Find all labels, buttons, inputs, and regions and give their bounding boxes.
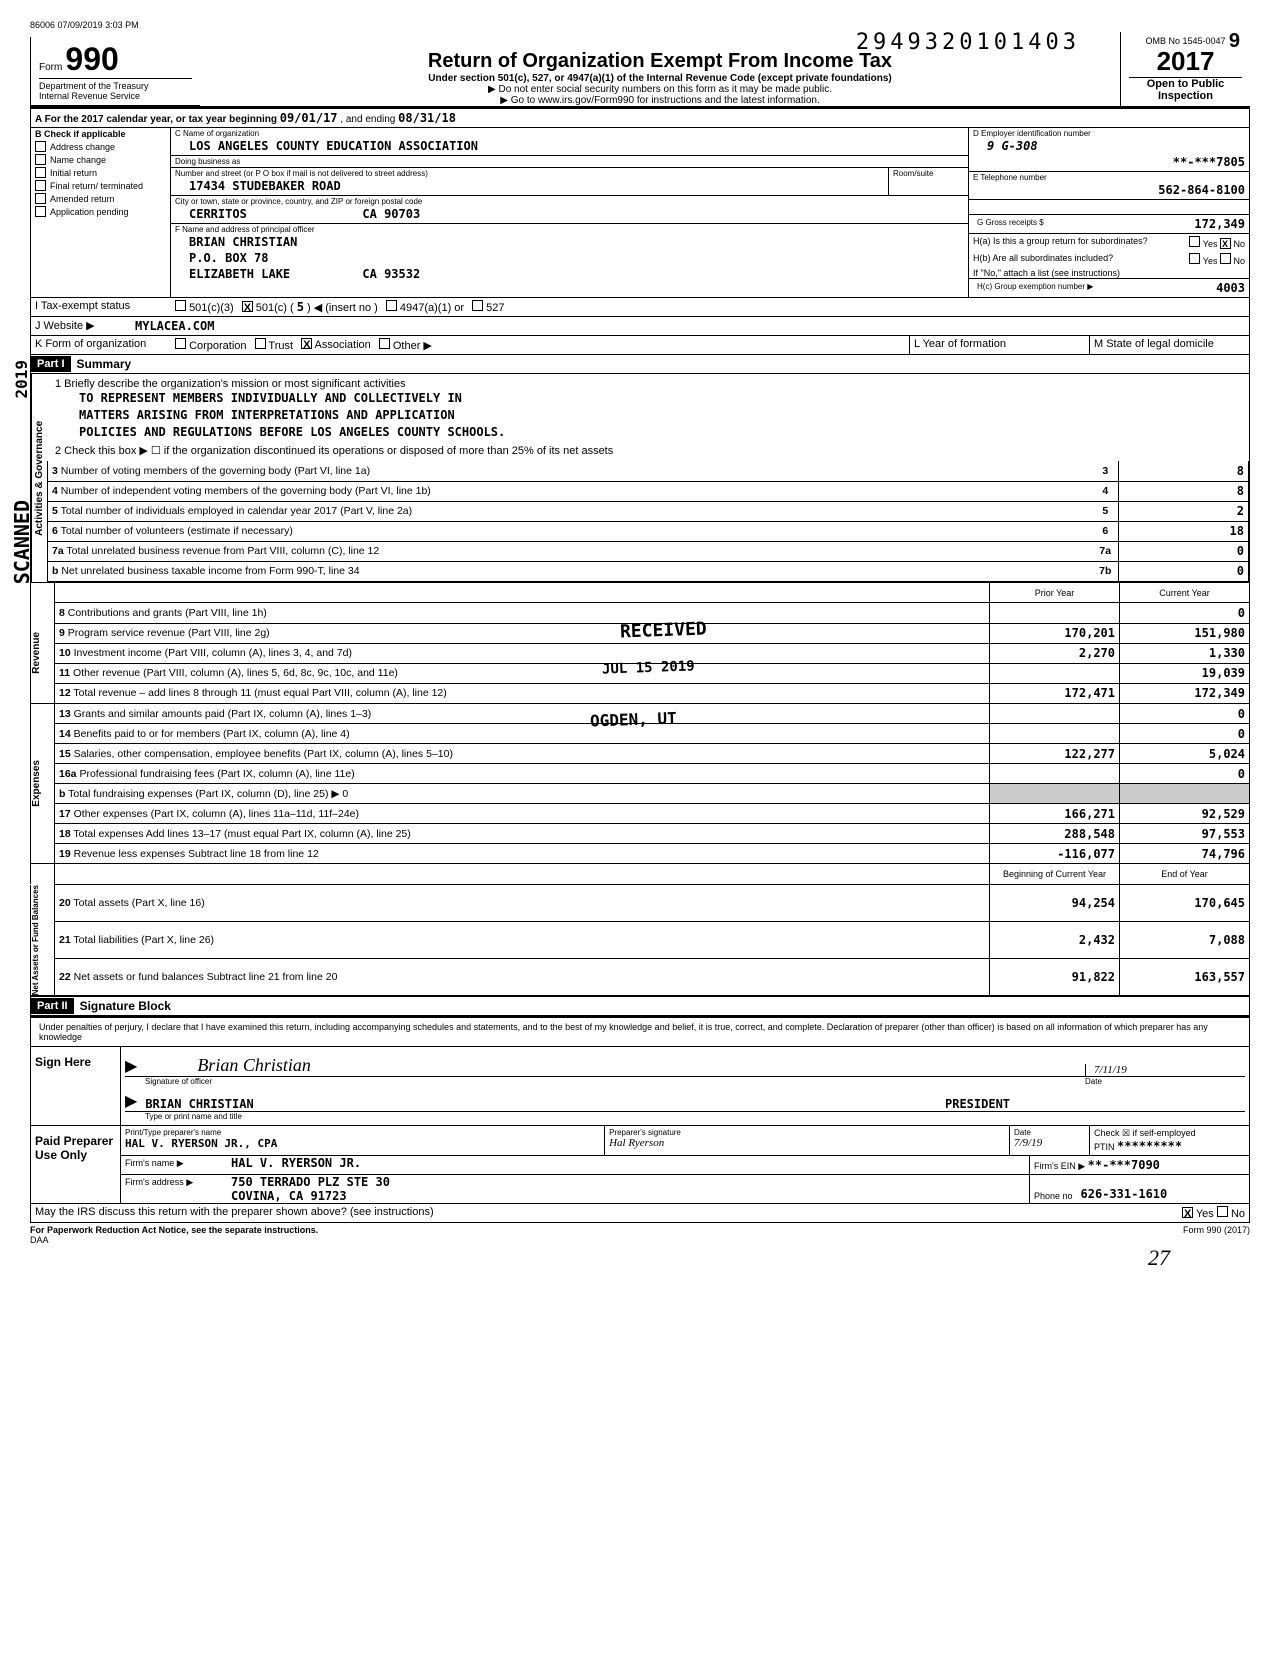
officer-name: BRIAN CHRISTIAN bbox=[171, 235, 968, 251]
check-association[interactable] bbox=[301, 338, 312, 349]
firm-name: HAL V. RYERSON JR. bbox=[231, 1156, 1029, 1174]
row-k-form-org: K Form of organization Corporation Trust… bbox=[30, 336, 1250, 355]
org-city: CERRITOS CA 90703 bbox=[171, 207, 968, 223]
group-return-no[interactable] bbox=[1220, 238, 1231, 249]
officer-title: PRESIDENT bbox=[945, 1097, 1245, 1111]
row-a-tax-year: A For the 2017 calendar year, or tax yea… bbox=[30, 108, 1250, 128]
dept-irs: Internal Revenue Service bbox=[39, 91, 192, 101]
col-end-year: End of Year bbox=[1120, 864, 1250, 884]
year-side-stamp: 2019 bbox=[12, 360, 31, 399]
perjury-statement: Under penalties of perjury, I declare th… bbox=[31, 1018, 1249, 1047]
ein-handwritten: 9 G-308 bbox=[969, 139, 1249, 155]
firm-phone: 626-331-1610 bbox=[1081, 1187, 1168, 1201]
open-inspection: Open to Public Inspection bbox=[1129, 77, 1242, 102]
part1-header: Part I bbox=[31, 356, 71, 372]
discuss-no[interactable] bbox=[1217, 1206, 1228, 1217]
officer-signature: Brian Christian bbox=[137, 1055, 1085, 1076]
section-b-checkboxes: B Check if applicable Address change Nam… bbox=[31, 128, 171, 297]
side-expenses: Expenses bbox=[31, 760, 54, 807]
check-amended[interactable] bbox=[35, 193, 46, 204]
form-number: 990 bbox=[65, 41, 118, 77]
line2: 2 Check this box ▶ ☐ if the organization… bbox=[55, 444, 1241, 457]
discuss-yes[interactable] bbox=[1182, 1207, 1193, 1218]
page-hand-number: 27 bbox=[30, 1245, 1250, 1271]
form-footer: Form 990 (2017) bbox=[1183, 1225, 1250, 1245]
mission-line3: POLICIES AND REGULATIONS BEFORE LOS ANGE… bbox=[55, 424, 1241, 441]
section-c-org: C Name of organization LOS ANGELES COUNT… bbox=[171, 128, 969, 297]
form-note-url: ▶ Go to www.irs.gov/Form990 for instruct… bbox=[210, 95, 1110, 106]
group-exemption: 4003 bbox=[1216, 281, 1245, 295]
officer-printed-name: BRIAN CHRISTIAN bbox=[137, 1097, 945, 1111]
tax-year: 2017 bbox=[1129, 46, 1242, 77]
preparer-signature: Hal Ryerson bbox=[609, 1137, 1005, 1149]
section-d-ein: D Employer identification number 9 G-308… bbox=[969, 128, 1249, 297]
side-net-assets: Net Assets or Fund Balances bbox=[31, 885, 54, 995]
ogden-stamp: OGDEN, UT bbox=[590, 708, 677, 730]
website-url: MYLACEA.COM bbox=[131, 317, 1249, 335]
col-current-year: Current Year bbox=[1120, 583, 1250, 603]
officer-addr1: P.O. BOX 78 bbox=[171, 251, 968, 267]
dept-treasury: Department of the Treasury bbox=[39, 78, 192, 91]
firm-addr2: COVINA, CA 91723 bbox=[231, 1189, 1029, 1203]
paperwork-notice: For Paperwork Reduction Act Notice, see … bbox=[30, 1225, 318, 1235]
check-address-change[interactable] bbox=[35, 141, 46, 152]
preparer-date: 7/9/19 bbox=[1014, 1137, 1085, 1149]
row-j-website: J Website ▶ MYLACEA.COM bbox=[30, 317, 1250, 336]
line1-label: 1 Briefly describe the organization's mi… bbox=[55, 378, 1241, 390]
check-initial-return[interactable] bbox=[35, 167, 46, 178]
col-begin-year: Beginning of Current Year bbox=[990, 864, 1120, 884]
row-i-tax-status: I Tax-exempt status 501(c)(3) 501(c) ( 5… bbox=[30, 298, 1250, 317]
sign-here-label: Sign Here bbox=[31, 1047, 121, 1125]
part2-title: Signature Block bbox=[74, 997, 177, 1015]
ptin: ********* bbox=[1117, 1139, 1182, 1153]
mission-line2: MATTERS ARISING FROM INTERPRETATIONS AND… bbox=[55, 407, 1241, 424]
check-final-return[interactable] bbox=[35, 180, 46, 191]
side-activities: Activities & Governance bbox=[31, 374, 47, 582]
col-prior-year: Prior Year bbox=[990, 583, 1120, 603]
check-501c[interactable] bbox=[242, 301, 253, 312]
received-stamp: RECEIVED bbox=[620, 618, 707, 642]
phone: 562-864-8100 bbox=[969, 183, 1249, 199]
firm-addr1: 750 TERRADO PLZ STE 30 bbox=[231, 1175, 1029, 1189]
side-revenue: Revenue bbox=[31, 632, 54, 674]
org-name: LOS ANGELES COUNTY EDUCATION ASSOCIATION bbox=[171, 139, 968, 155]
doc-stamp-number: 2949320101403 bbox=[856, 30, 1080, 55]
check-name-change[interactable] bbox=[35, 154, 46, 165]
officer-addr2: ELIZABETH LAKE CA 93532 bbox=[171, 267, 968, 283]
firm-ein: **-***7090 bbox=[1088, 1158, 1160, 1172]
check-app-pending[interactable] bbox=[35, 206, 46, 217]
received-date: JUL 15 2019 bbox=[602, 658, 695, 677]
part1-title: Summary bbox=[71, 355, 138, 373]
print-timestamp: 86006 07/09/2019 3:03 PM bbox=[30, 20, 1250, 30]
omb-number: OMB No 1545-0047 bbox=[1129, 36, 1242, 46]
part2-header: Part II bbox=[31, 998, 74, 1014]
irs-discuss: May the IRS discuss this return with the… bbox=[35, 1206, 434, 1220]
gross-receipts: 172,349 bbox=[1194, 217, 1245, 231]
org-street: 17434 STUDEBAKER ROAD bbox=[171, 179, 888, 195]
form-label: Form bbox=[39, 62, 62, 73]
form-subtitle: Under section 501(c), 527, or 4947(a)(1)… bbox=[210, 73, 1110, 84]
sign-date: 7/11/19 bbox=[1085, 1064, 1245, 1076]
ein: **-***7805 bbox=[969, 155, 1249, 171]
preparer-name: HAL V. RYERSON JR., CPA bbox=[125, 1137, 600, 1150]
mission-line1: TO REPRESENT MEMBERS INDIVIDUALLY AND CO… bbox=[55, 390, 1241, 407]
paid-preparer-label: Paid Preparer Use Only bbox=[31, 1126, 121, 1203]
form-note-ssn: ▶ Do not enter social security numbers o… bbox=[210, 84, 1110, 95]
page-nine: 9 bbox=[1229, 30, 1240, 53]
